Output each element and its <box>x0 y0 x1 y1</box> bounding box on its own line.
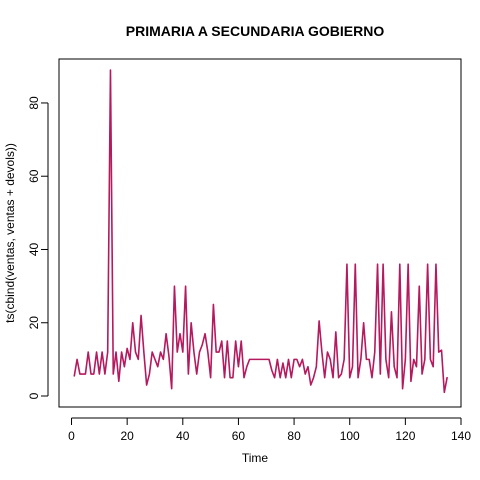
x-tick-label: 140 <box>451 429 471 443</box>
y-tick-label: 60 <box>27 169 41 183</box>
x-tick-label: 0 <box>68 429 75 443</box>
chart-title: PRIMARIA A SECUNDARIA GOBIERNO <box>126 23 385 39</box>
y-tick-label: 40 <box>27 242 41 256</box>
x-tick-label: 80 <box>287 429 301 443</box>
x-tick-label: 60 <box>232 429 246 443</box>
y-tick-label: 20 <box>27 316 41 330</box>
y-tick-label: 80 <box>27 96 41 110</box>
series-line <box>73 69 448 394</box>
y-tick-label: 0 <box>27 392 41 399</box>
y-axis-label: ts(cbind(ventas, ventas + devols)) <box>3 143 17 323</box>
y-axis: 0 20 40 60 80 <box>27 96 49 399</box>
x-tick-label: 120 <box>395 429 415 443</box>
x-axis-label: Time <box>242 451 269 465</box>
plot-frame <box>58 58 462 408</box>
x-axis: 0 20 40 60 80 100 120 140 <box>68 417 471 443</box>
x-tick-label: 100 <box>340 429 360 443</box>
x-tick-label: 40 <box>176 429 190 443</box>
x-tick-label: 20 <box>120 429 134 443</box>
series-layer <box>73 69 448 394</box>
